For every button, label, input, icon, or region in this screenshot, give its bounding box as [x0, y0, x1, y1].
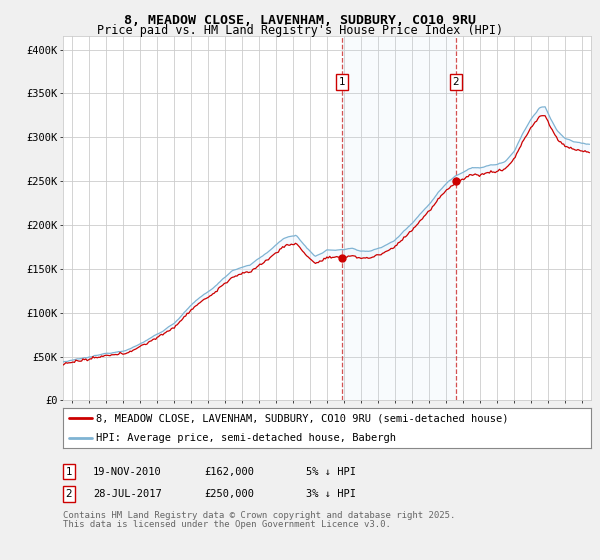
Text: This data is licensed under the Open Government Licence v3.0.: This data is licensed under the Open Gov…: [63, 520, 391, 529]
Text: £162,000: £162,000: [204, 466, 254, 477]
Text: £250,000: £250,000: [204, 489, 254, 499]
Text: 1: 1: [65, 466, 73, 477]
Text: Contains HM Land Registry data © Crown copyright and database right 2025.: Contains HM Land Registry data © Crown c…: [63, 511, 455, 520]
Text: 19-NOV-2010: 19-NOV-2010: [93, 466, 162, 477]
Text: 1: 1: [338, 77, 346, 87]
Bar: [342, 36, 456, 400]
Text: 2: 2: [65, 489, 73, 499]
Text: HPI: Average price, semi-detached house, Babergh: HPI: Average price, semi-detached house,…: [96, 432, 396, 442]
Text: 3% ↓ HPI: 3% ↓ HPI: [306, 489, 356, 499]
Text: 2: 2: [452, 77, 459, 87]
Text: 8, MEADOW CLOSE, LAVENHAM, SUDBURY, CO10 9RU (semi-detached house): 8, MEADOW CLOSE, LAVENHAM, SUDBURY, CO10…: [96, 413, 509, 423]
Text: 28-JUL-2017: 28-JUL-2017: [93, 489, 162, 499]
Text: 8, MEADOW CLOSE, LAVENHAM, SUDBURY, CO10 9RU: 8, MEADOW CLOSE, LAVENHAM, SUDBURY, CO10…: [124, 14, 476, 27]
Text: Price paid vs. HM Land Registry's House Price Index (HPI): Price paid vs. HM Land Registry's House …: [97, 24, 503, 36]
Text: 5% ↓ HPI: 5% ↓ HPI: [306, 466, 356, 477]
